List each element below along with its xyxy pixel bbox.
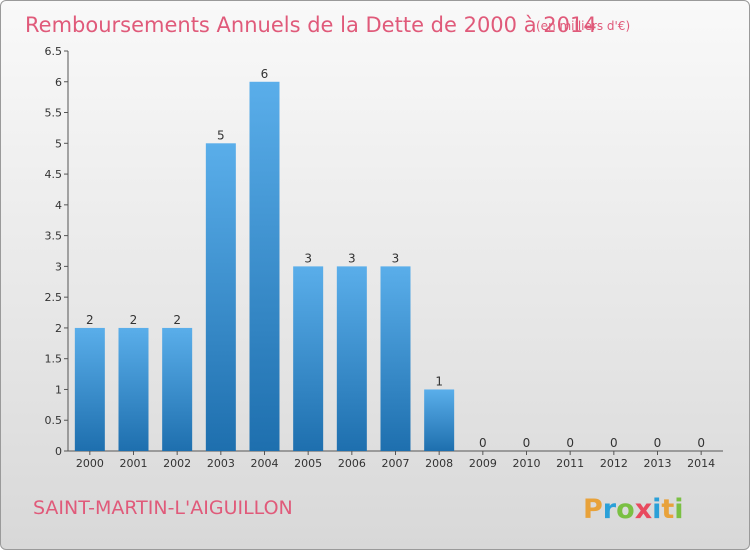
data-labels: 2 2 2 5 6 3 3 3 1 0 0 0 0 0 0 bbox=[86, 67, 705, 450]
x-tick-label-2001: 2001 bbox=[120, 457, 148, 470]
bar-2007 bbox=[380, 266, 411, 451]
logo-letter: i bbox=[652, 494, 661, 525]
y-tick-label: 2 bbox=[55, 322, 62, 335]
data-label-2006: 3 bbox=[348, 251, 356, 265]
x-tick-label-2005: 2005 bbox=[294, 457, 322, 470]
x-tick-label-2002: 2002 bbox=[163, 457, 191, 470]
data-label-2007: 3 bbox=[392, 251, 400, 265]
x-tick-label-2000: 2000 bbox=[76, 457, 104, 470]
y-tick-label: 6.5 bbox=[45, 45, 63, 58]
y-tick-label: 2.5 bbox=[45, 291, 63, 304]
data-label-2008: 1 bbox=[435, 374, 443, 388]
y-tick-label: 5 bbox=[55, 137, 62, 150]
x-tick-label-2014: 2014 bbox=[687, 457, 715, 470]
bars bbox=[74, 81, 455, 452]
logo-letter: x bbox=[635, 494, 652, 525]
x-tick-label-2009: 2009 bbox=[469, 457, 497, 470]
bar-2004 bbox=[249, 81, 280, 452]
x-tick-label-2003: 2003 bbox=[207, 457, 235, 470]
y-tick-label: 4 bbox=[55, 199, 62, 212]
x-tick-label-2011: 2011 bbox=[556, 457, 584, 470]
bar-2003 bbox=[205, 143, 236, 452]
data-label-2001: 2 bbox=[130, 313, 138, 327]
y-tick-label: 4.5 bbox=[45, 168, 63, 181]
logo-letter: o bbox=[616, 494, 635, 525]
data-label-2012: 0 bbox=[610, 436, 618, 450]
logo-letter: P bbox=[583, 494, 603, 525]
data-label-2003: 5 bbox=[217, 128, 225, 142]
x-tick-label-2004: 2004 bbox=[251, 457, 279, 470]
y-tick-label: 0 bbox=[55, 445, 62, 458]
bar-2001 bbox=[118, 327, 149, 451]
y-tick-label: 1 bbox=[55, 383, 62, 396]
y-tick-label: 6 bbox=[55, 76, 62, 89]
x-tick-label-2013: 2013 bbox=[644, 457, 672, 470]
x-tick-label-2010: 2010 bbox=[513, 457, 541, 470]
logo-letter: i bbox=[674, 494, 683, 525]
bar-2008 bbox=[424, 389, 455, 451]
data-label-2009: 0 bbox=[479, 436, 487, 450]
x-axis-ticks: 2000 2001 2002 2003 2004 2005 2006 2007 2008 2009… bbox=[76, 451, 715, 470]
logo-letter: r bbox=[603, 494, 617, 525]
logo-letter: t bbox=[661, 494, 674, 525]
x-tick-label-2012: 2012 bbox=[600, 457, 628, 470]
x-tick-label-2008: 2008 bbox=[425, 457, 453, 470]
y-tick-label: 0.5 bbox=[45, 414, 63, 427]
bar-2006 bbox=[336, 266, 367, 451]
data-label-2002: 2 bbox=[173, 313, 181, 327]
x-tick-label-2006: 2006 bbox=[338, 457, 366, 470]
bar-2002 bbox=[162, 327, 193, 451]
y-tick-label: 1.5 bbox=[45, 353, 63, 366]
y-tick-label: 3.5 bbox=[45, 230, 63, 243]
y-axis-ticks: 0 0.5 1 1.5 2 2.5 3 3.5 4 4.5 5 5.5 6 6.5 bbox=[45, 45, 68, 458]
chart-title: Remboursements Annuels de la Dette de 20… bbox=[25, 13, 597, 37]
data-label-2000: 2 bbox=[86, 313, 94, 327]
bar-2005 bbox=[293, 266, 324, 451]
data-label-2014: 0 bbox=[697, 436, 705, 450]
data-label-2004: 6 bbox=[261, 67, 269, 81]
y-tick-label: 5.5 bbox=[45, 107, 63, 120]
commune-name: SAINT-MARTIN-L'AIGUILLON bbox=[33, 497, 293, 519]
chart-subtitle: (en milliers d'€) bbox=[536, 19, 630, 33]
data-label-2013: 0 bbox=[654, 436, 662, 450]
y-tick-label: 3 bbox=[55, 260, 62, 273]
data-label-2010: 0 bbox=[523, 436, 531, 450]
proxiti-logo: Proxiti bbox=[583, 494, 684, 525]
x-tick-label-2007: 2007 bbox=[382, 457, 410, 470]
data-label-2011: 0 bbox=[566, 436, 574, 450]
data-label-2005: 3 bbox=[304, 251, 312, 265]
bar-2000 bbox=[74, 327, 105, 451]
